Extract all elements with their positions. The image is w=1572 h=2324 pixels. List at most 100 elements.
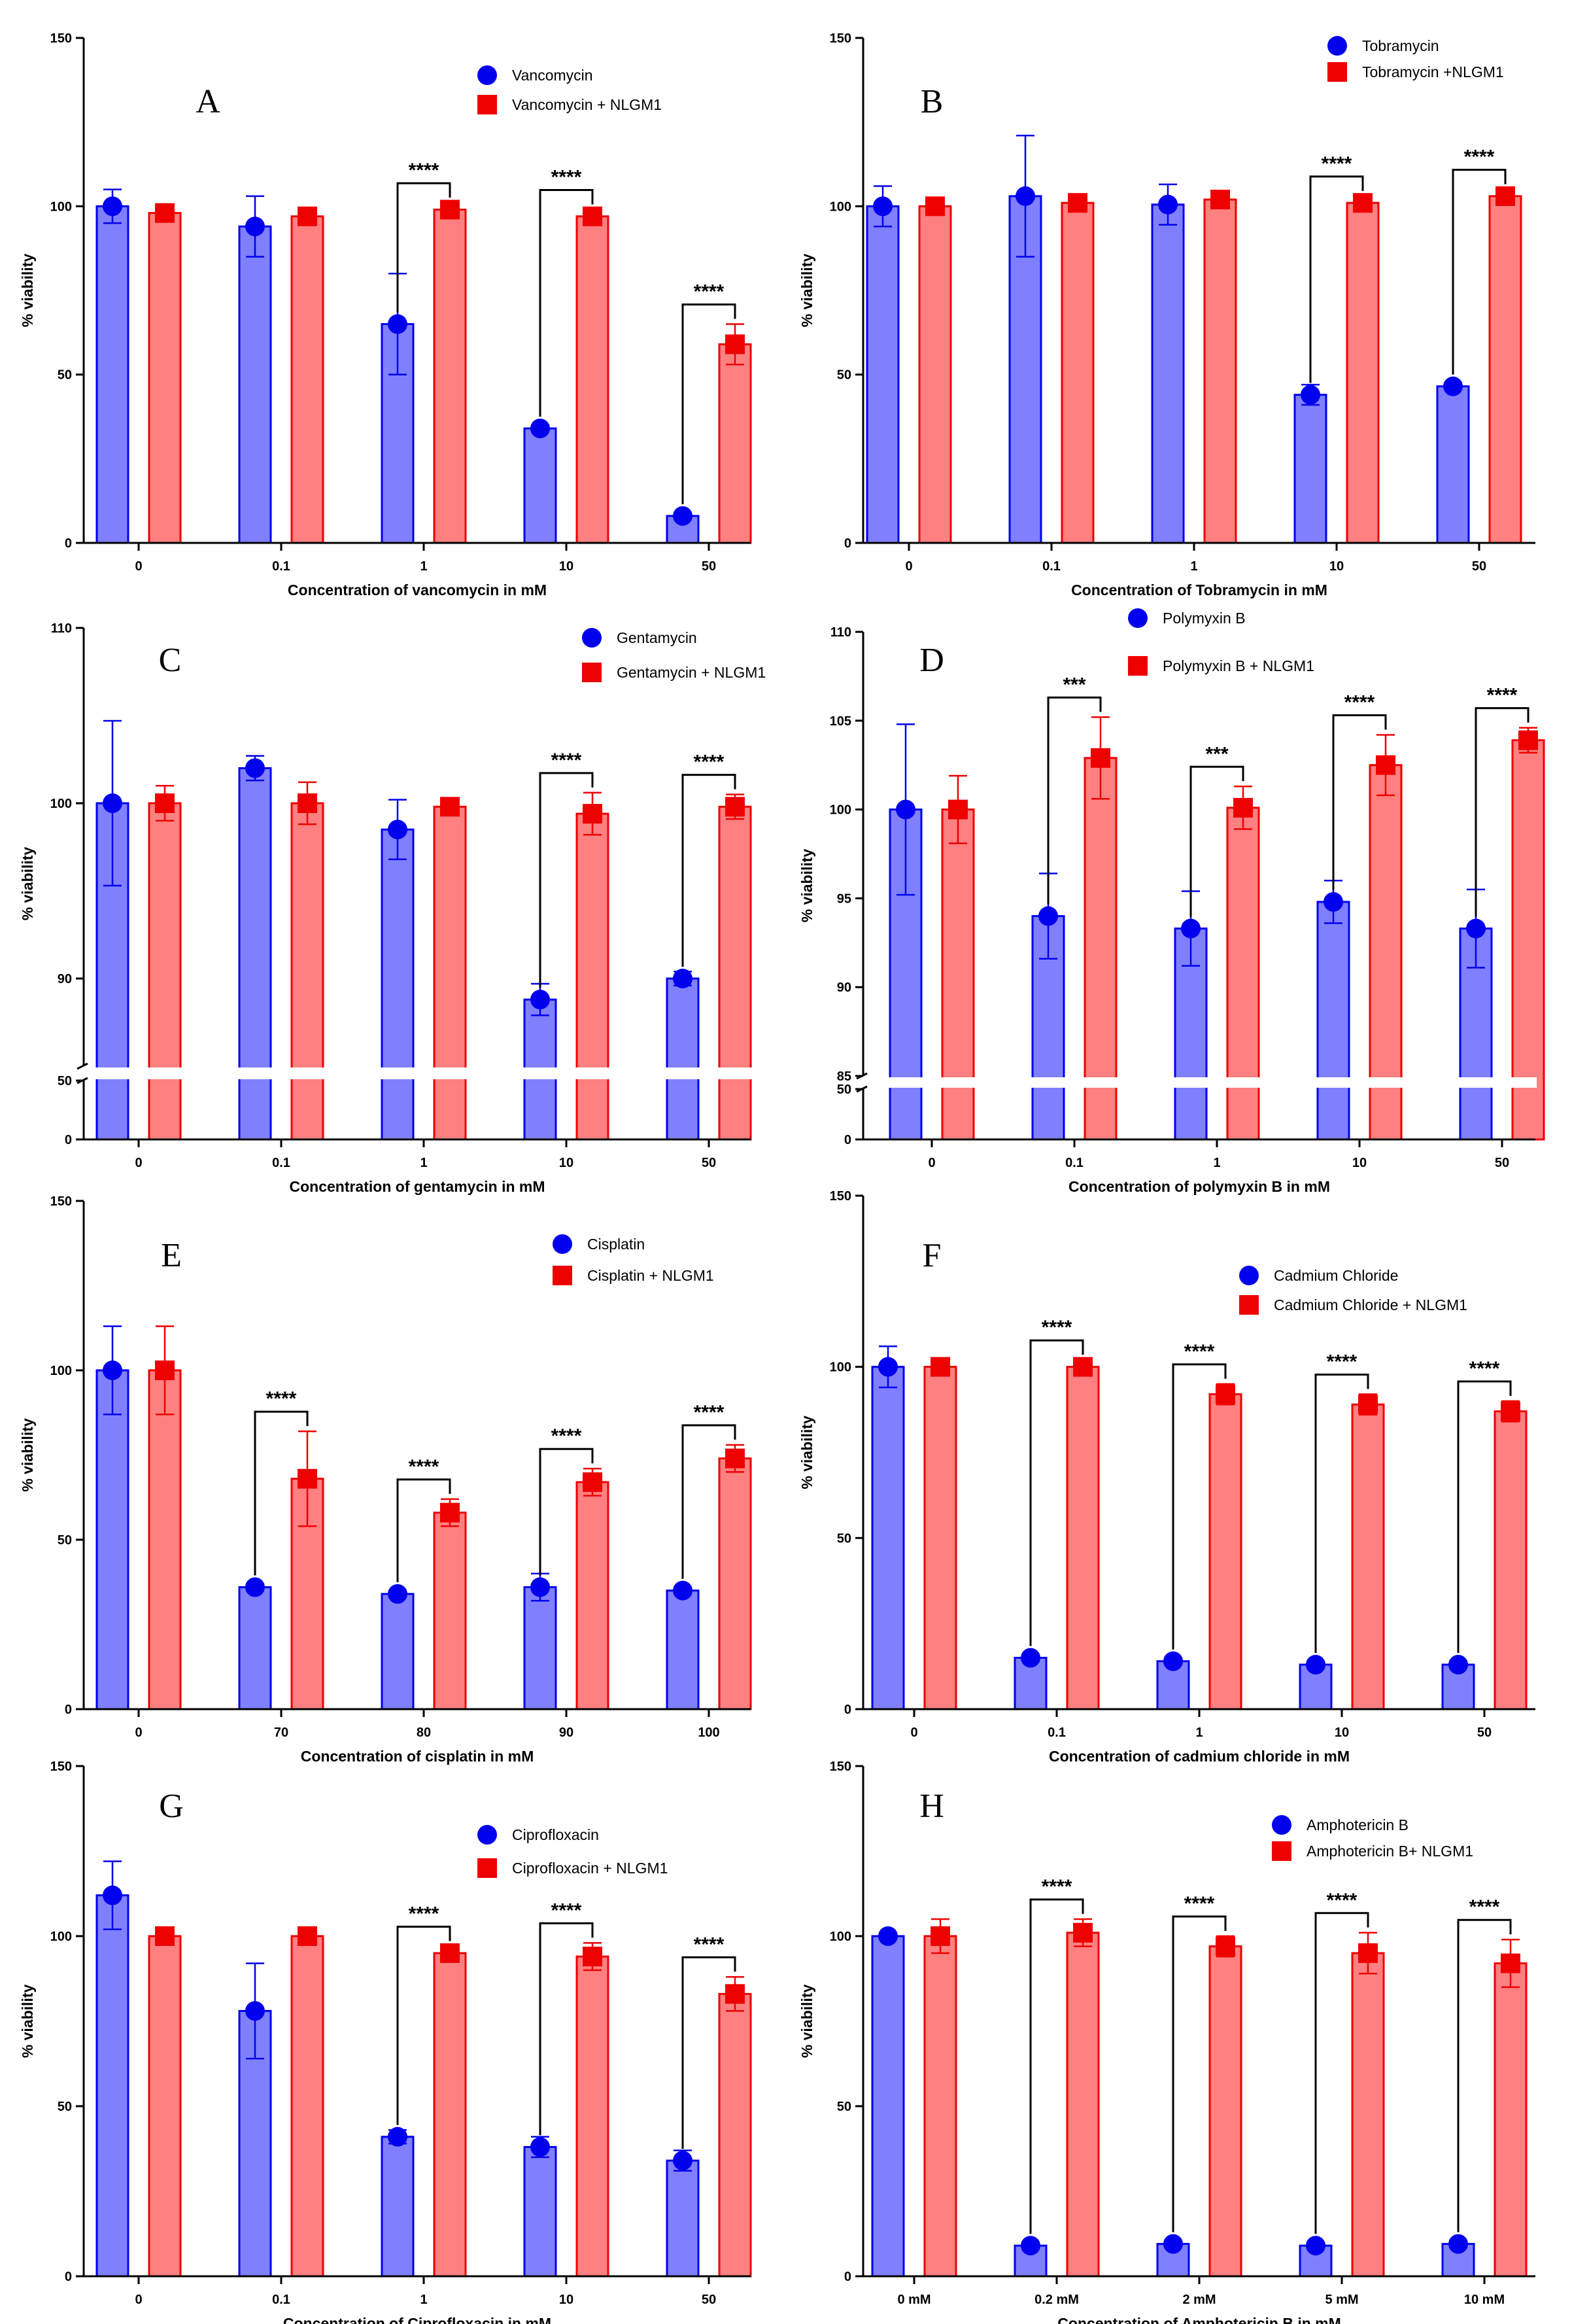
bar: [1494, 1410, 1528, 1710]
bar: [1488, 195, 1522, 544]
x-tick-label: 0.1: [1065, 1156, 1084, 1170]
x-tick-label: 50: [1495, 1156, 1509, 1170]
bar: [1208, 1945, 1242, 2278]
x-axis-label: Concentration of Ciprofloxacin in mM: [283, 2315, 551, 2324]
data-point: [1518, 730, 1538, 750]
data-point: [948, 799, 968, 820]
data-point: [530, 990, 550, 1010]
x-axis-label: Concentration of Tobramycin in mM: [1071, 581, 1327, 598]
data-point: [673, 969, 692, 988]
bar: [148, 1369, 182, 1710]
significance-stars: ****: [1042, 1876, 1072, 1898]
legend-marker: [477, 1825, 497, 1845]
significance-bracket: [1029, 1898, 1084, 2234]
x-axis-label: Concentration of gentamycin in mM: [289, 1178, 545, 1195]
chart-panel-h: 0 50 100 150 0 mM 0.2 mM 2 mM 5 mM 10 mM Concentr…: [798, 1760, 1535, 2324]
data-point: [1495, 186, 1515, 206]
data-point: [298, 1468, 317, 1489]
data-point: [725, 1984, 745, 2004]
bar: [666, 2159, 700, 2278]
significance-bracket: [1189, 765, 1244, 917]
data-point: [673, 1580, 692, 1601]
y-tick-label: 100: [830, 199, 851, 214]
chart-panel-b: 0 50 100 150 0 0.1 1 10 50 Concentration of Tobra…: [798, 31, 1535, 598]
x-tick-label: 0.1: [1048, 1726, 1066, 1740]
bar: [95, 1894, 129, 2278]
y-tick-label: 0: [844, 1703, 851, 1717]
bar: [918, 205, 952, 544]
y-tick-label: 50: [837, 1083, 851, 1097]
data-point: [388, 314, 407, 334]
data-point: [245, 217, 265, 237]
bar: [866, 205, 900, 544]
data-point: [245, 1577, 265, 1597]
legend-marker: [553, 1266, 572, 1285]
significance-stars: ****: [1184, 1893, 1215, 1915]
panel-label: E: [161, 1237, 182, 1274]
data-point: [1016, 186, 1035, 206]
x-tick-label: 1: [1213, 1156, 1220, 1170]
legend-label: Tobramycin +NLGM1: [1362, 63, 1504, 80]
y-tick-label: 50: [837, 2100, 851, 2114]
bar: [1351, 1403, 1385, 1710]
panel-label: F: [923, 1237, 942, 1274]
data-point: [298, 793, 317, 813]
y-tick-label: 150: [830, 1189, 851, 1204]
x-tick-label: 1: [1190, 559, 1197, 574]
legend-label: Gentamycin: [617, 629, 697, 646]
bar: [238, 2009, 272, 2278]
panel-label: A: [196, 83, 220, 120]
significance-stars: ****: [551, 1899, 582, 1921]
legend-label: Ciprofloxacin + NLGM1: [512, 1860, 668, 1877]
bar: [238, 767, 272, 1141]
bar: [1293, 394, 1327, 544]
legend-label: Vancomycin: [512, 67, 593, 84]
x-tick-label: 50: [1477, 1726, 1492, 1740]
legend-label: Ciprofloxacin: [512, 1826, 599, 1843]
significance-stars: ****: [551, 1425, 582, 1447]
significance-stars: ****: [1464, 147, 1495, 168]
significance-stars: ****: [1327, 1351, 1358, 1373]
y-tick-label: 90: [58, 972, 72, 986]
data-point: [1073, 1922, 1093, 1943]
legend-label: Cisplatin + NLGM1: [587, 1267, 714, 1284]
x-tick-label: 0.2 mM: [1034, 2293, 1079, 2307]
data-point: [896, 799, 915, 820]
significance-bracket: [681, 774, 736, 967]
significance-stars: ****: [1322, 153, 1352, 175]
data-point: [155, 1361, 175, 1380]
y-tick-label: 0: [844, 2270, 851, 2284]
legend-marker: [1272, 1815, 1291, 1835]
bar: [941, 808, 975, 1141]
significance-bracket: [681, 303, 736, 504]
bar: [290, 215, 324, 544]
significance-stars: ****: [409, 160, 439, 181]
x-tick-label: 10 mM: [1464, 2293, 1505, 2307]
legend-label: Cisplatin: [587, 1236, 645, 1253]
legend-label: Amphotericin B: [1307, 1816, 1409, 1833]
significance-stars: ****: [266, 1388, 297, 1410]
x-tick-label: 100: [698, 1726, 719, 1740]
axis-break: [85, 1067, 752, 1079]
data-point: [1501, 1401, 1520, 1421]
x-tick-label: 0: [135, 1726, 142, 1740]
data-point: [1358, 1943, 1378, 1963]
x-tick-label: 0: [135, 1156, 142, 1170]
y-tick-label: 50: [58, 368, 72, 383]
significance-stars: ****: [1327, 1890, 1358, 1911]
data-point: [931, 1926, 950, 1946]
data-point: [725, 334, 745, 355]
x-axis-label: Concentration of vancomycin in mM: [288, 581, 547, 598]
legend-label: Tobramycin: [1362, 37, 1439, 54]
legend-label: Amphotericin B+ NLGM1: [1307, 1843, 1473, 1860]
bar: [433, 208, 467, 544]
data-point: [1358, 1395, 1378, 1415]
data-point: [1210, 190, 1230, 210]
bar: [1316, 901, 1350, 1141]
significance-bracket: [1332, 714, 1387, 890]
chart-panel-g: 0 50 100 150 0 0.1 1 10 50 Concentration of Cipro…: [19, 1760, 752, 2324]
y-axis-label: % viability: [798, 849, 815, 923]
bar: [666, 977, 700, 1141]
bar: [575, 1955, 609, 2278]
significance-bracket: [1029, 1339, 1084, 1646]
